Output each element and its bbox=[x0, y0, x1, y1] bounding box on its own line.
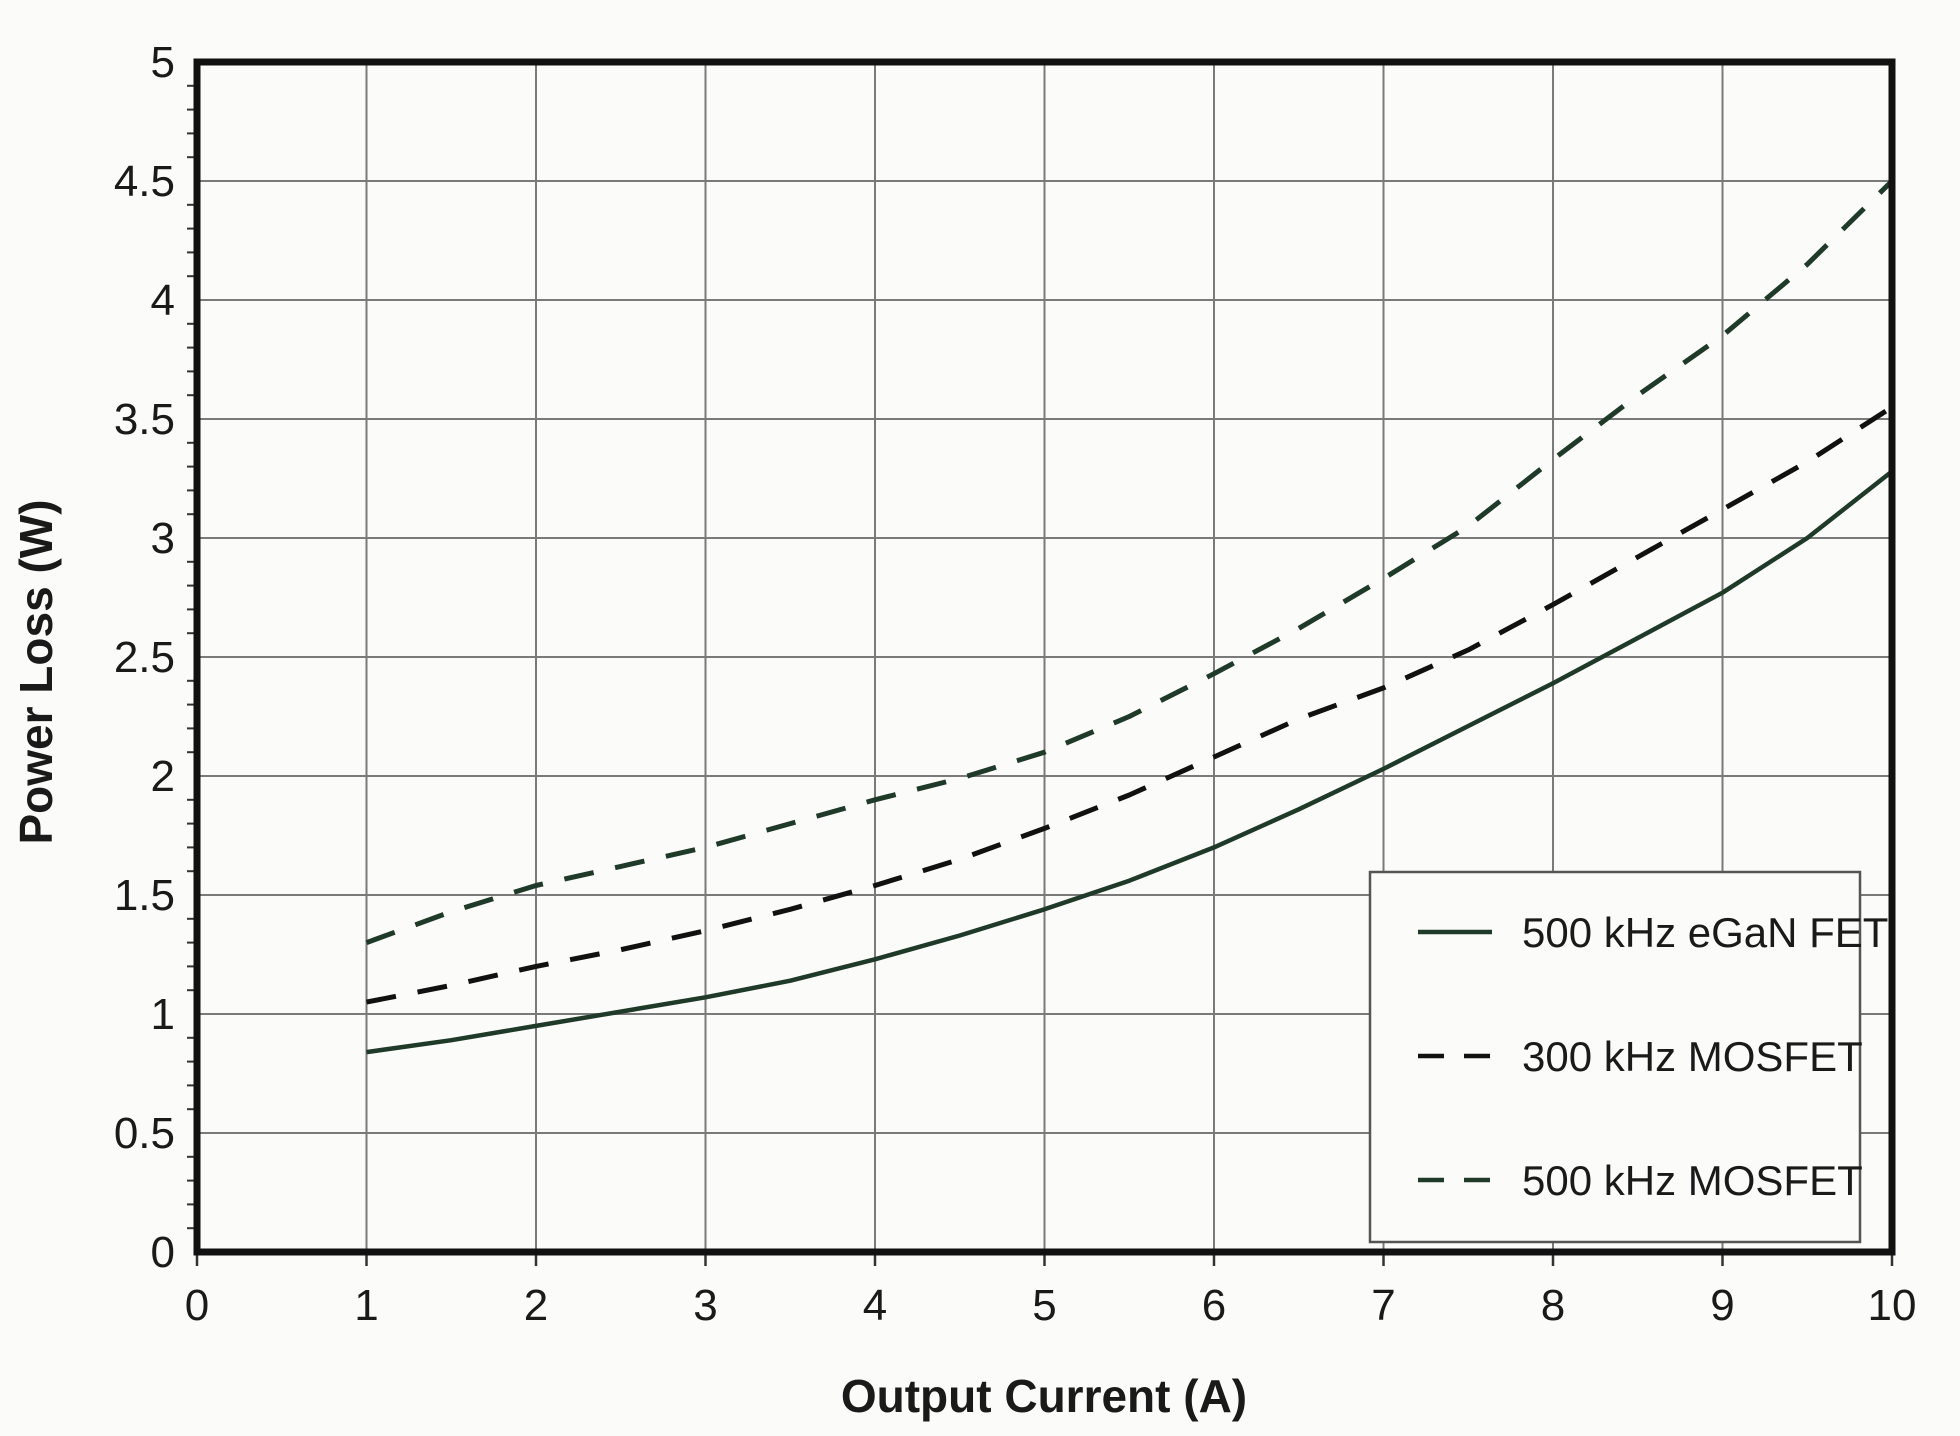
x-tick-label: 3 bbox=[693, 1281, 717, 1330]
plot-frame bbox=[193, 58, 1896, 1256]
x-axis-title: Output Current (A) bbox=[841, 1370, 1247, 1422]
x-tick-label: 0 bbox=[185, 1281, 209, 1330]
y-tick-label: 2 bbox=[151, 752, 175, 801]
x-tick-label: 2 bbox=[524, 1281, 548, 1330]
y-tick-label: 2.5 bbox=[114, 633, 175, 682]
y-tick-label: 0 bbox=[151, 1228, 175, 1277]
x-tick-label: 9 bbox=[1710, 1281, 1734, 1330]
x-tick-label: 1 bbox=[354, 1281, 378, 1330]
y-tick-label: 1.5 bbox=[114, 871, 175, 920]
x-tick-label: 8 bbox=[1541, 1281, 1565, 1330]
legend: 500 kHz eGaN FET 300 kHz MOSFET 500 kHz MO… bbox=[1368, 870, 1888, 1244]
legend-label-2: 300 kHz MOSFET bbox=[1522, 1033, 1863, 1080]
legend-label-3: 500 kHz MOSFET bbox=[1522, 1157, 1863, 1204]
x-tick-labels: 0 1 2 3 4 5 6 7 8 9 10 bbox=[185, 1281, 1917, 1330]
x-tick-label: 5 bbox=[1032, 1281, 1056, 1330]
y-tick-label: 3 bbox=[151, 514, 175, 563]
y-tick-label: 3.5 bbox=[114, 395, 175, 444]
legend-label-1: 500 kHz eGaN FET bbox=[1522, 909, 1888, 956]
y-tick-label: 0.5 bbox=[114, 1109, 175, 1158]
y-tick-label: 4.5 bbox=[114, 157, 175, 206]
y-axis-title: Power Loss (W) bbox=[10, 499, 62, 844]
x-tick-label: 6 bbox=[1202, 1281, 1226, 1330]
y-tick-label: 4 bbox=[151, 276, 175, 325]
series-line-2 bbox=[366, 404, 1894, 1005]
series-line-3 bbox=[365, 179, 1894, 945]
y-tick-label: 5 bbox=[151, 38, 175, 87]
x-tick-label: 7 bbox=[1371, 1281, 1395, 1330]
y-tick-label: 1 bbox=[151, 990, 175, 1039]
series-layer bbox=[365, 179, 1894, 1055]
y-tick-labels: 0 0.5 1 1.5 2 2.5 3 3.5 4 4.5 5 bbox=[114, 38, 175, 1277]
x-tick-label: 4 bbox=[863, 1281, 887, 1330]
series-line-1 bbox=[366, 469, 1894, 1055]
x-tick-label: 10 bbox=[1868, 1281, 1917, 1330]
